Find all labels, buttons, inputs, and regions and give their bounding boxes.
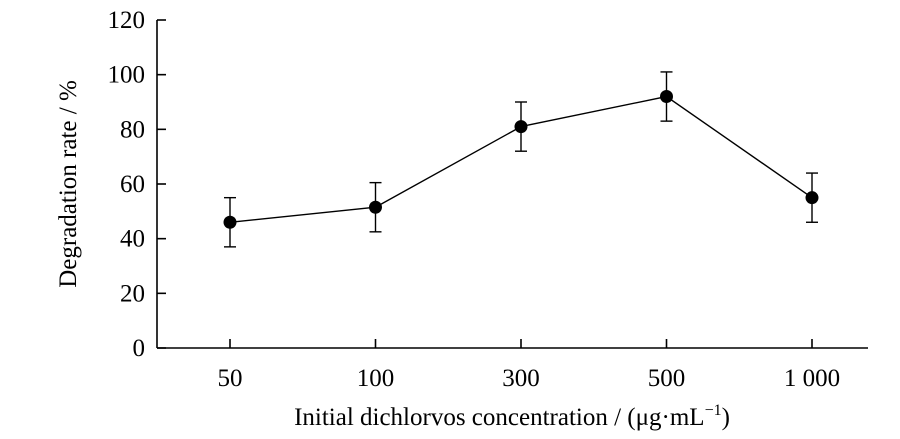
y-tick-label-100: 100 (108, 62, 146, 89)
data-point-4 (805, 191, 819, 205)
y-tick-label-80: 80 (120, 116, 145, 143)
x-axis-title-superscript: −1 (705, 402, 722, 419)
y-tick-label-40: 40 (120, 226, 145, 253)
y-tick-label-60: 60 (120, 171, 145, 198)
data-markers (223, 90, 819, 229)
x-ticks: 50 100 300 500 1 000 (218, 339, 840, 392)
y-axis-title: Degradation rate / % (55, 80, 82, 288)
y-ticks: 0 20 40 60 80 100 120 (108, 7, 166, 362)
y-tick-label-120: 120 (108, 7, 146, 34)
data-point-3 (660, 90, 673, 104)
x-axis-title-close: ) (722, 404, 730, 431)
x-axis-title: Initial dichlorvos concentration / (μg·m… (294, 402, 730, 431)
x-tick-label-4: 1 000 (784, 365, 840, 392)
data-point-0 (223, 215, 237, 229)
axes (156, 20, 868, 349)
x-tick-label-1: 100 (357, 365, 395, 392)
x-axis-title-main: Initial dichlorvos concentration / (μg·m… (294, 404, 705, 431)
x-tick-label-3: 500 (648, 365, 686, 392)
y-tick-label-0: 0 (133, 335, 146, 362)
data-point-2 (514, 120, 528, 134)
x-tick-label-2: 300 (502, 365, 540, 392)
x-tick-label-0: 50 (218, 365, 243, 392)
y-tick-label-20: 20 (120, 280, 145, 307)
data-point-1 (369, 200, 382, 214)
error-bars (224, 71, 818, 248)
